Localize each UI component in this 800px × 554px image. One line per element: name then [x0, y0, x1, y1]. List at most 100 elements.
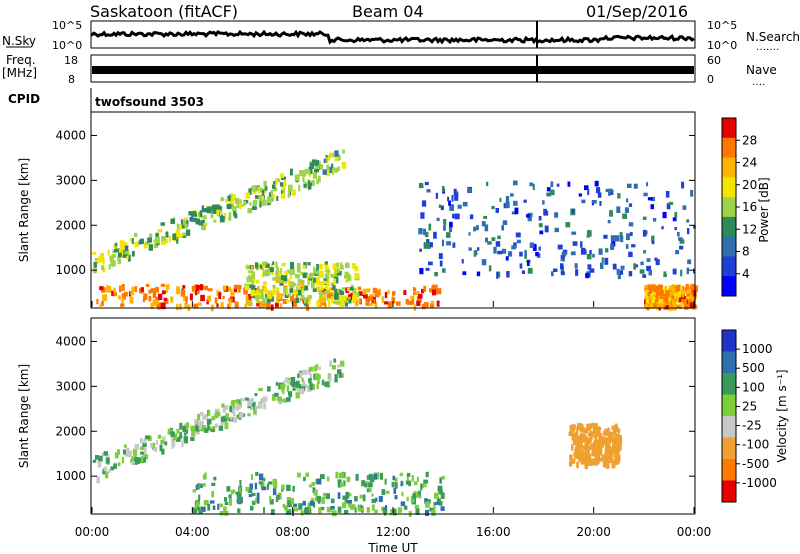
heatmap-cell: [266, 196, 272, 204]
heatmap-cell: [594, 452, 600, 458]
heatmap-cell: [255, 497, 258, 503]
heatmap-cell: [613, 425, 617, 432]
heatmap-cell: [318, 161, 321, 166]
heatmap-cell: [689, 286, 693, 290]
heatmap-cell: [396, 301, 401, 306]
heatmap-cell: [569, 424, 573, 432]
heatmap-cell: [628, 251, 633, 258]
heatmap-cell: [243, 287, 248, 295]
power-axes: 1000 2000 3000 4000: [55, 128, 695, 307]
heatmap-cell: [333, 301, 336, 305]
heatmap-cell: [322, 492, 327, 497]
heatmap-cell: [147, 237, 152, 243]
heatmap-cell: [337, 369, 342, 374]
heatmap-cell: [640, 261, 644, 266]
heatmap-cell: [429, 507, 434, 512]
heatmap-cell: [653, 218, 657, 222]
heatmap-cell: [300, 287, 305, 292]
heatmap-cell: [311, 481, 316, 486]
heatmap-cell: [232, 416, 238, 423]
heatmap-cell: [288, 184, 293, 192]
heatmap-cell: [216, 209, 220, 217]
heatmap-cell: [189, 217, 193, 222]
heatmap-cell: [285, 299, 290, 303]
heatmap-cell: [371, 498, 376, 504]
heatmap-cell: [421, 303, 426, 310]
heatmap-cell: [483, 215, 488, 219]
heatmap-cell: [131, 286, 135, 293]
heatmap-cell: [269, 267, 275, 273]
heatmap-cell: [488, 265, 492, 272]
heatmap-cell: [185, 296, 188, 304]
heatmap-cell: [670, 300, 673, 307]
heatmap-cell: [429, 242, 433, 248]
heatmap-cell: [153, 244, 159, 248]
heatmap-cell: [679, 286, 683, 290]
heatmap-cell: [341, 287, 346, 291]
heatmap-cell: [284, 505, 289, 512]
cpid-value: twofsound 3503: [95, 95, 204, 109]
heatmap-cell: [141, 455, 144, 463]
heatmap-cell: [614, 457, 619, 464]
colorbar-swatch: [722, 394, 736, 417]
heatmap-cell: [683, 291, 688, 295]
heatmap-cell: [271, 271, 274, 275]
heatmap-cell: [227, 195, 231, 202]
heatmap-cell: [287, 379, 291, 385]
heatmap-cell: [661, 290, 667, 297]
heatmap-cell: [117, 462, 121, 467]
heatmap-cell: [476, 271, 481, 277]
heatmap-cell: [399, 472, 403, 477]
heatmap-cell: [369, 475, 375, 483]
heatmap-cell: [256, 497, 260, 504]
heatmap-cell: [369, 294, 374, 298]
heatmap-cell: [309, 162, 315, 169]
heatmap-cell: [398, 507, 403, 513]
heatmap-cell: [687, 259, 692, 265]
heatmap-cell: [181, 232, 185, 236]
velocity-ylabel: Slant Range [km]: [17, 364, 31, 468]
heatmap-cell: [514, 207, 519, 215]
heatmap-cell: [272, 488, 277, 496]
heatmap-cell: [239, 412, 244, 419]
heatmap-cell: [282, 186, 286, 193]
heatmap-cell: [468, 247, 472, 251]
heatmap-cell: [675, 295, 678, 303]
heatmap-cell: [223, 405, 229, 410]
heatmap-cell: [587, 230, 592, 237]
heatmap-cell: [238, 487, 242, 493]
heatmap-cell: [524, 255, 527, 259]
heatmap-cell: [148, 244, 153, 251]
heatmap-cell: [673, 302, 677, 306]
heatmap-cell: [689, 302, 695, 308]
heatmap-cell: [178, 303, 182, 311]
heatmap-cell: [452, 242, 456, 248]
heatmap-cell: [251, 206, 257, 210]
colorbar-swatch: [722, 118, 736, 139]
heatmap-cell: [655, 291, 659, 298]
heatmap-cell: [319, 506, 325, 511]
heatmap-cell: [326, 506, 332, 513]
y-tick-label: 1000: [55, 263, 86, 277]
heatmap-cell: [668, 297, 672, 302]
colorbar-frame: [721, 329, 737, 503]
heatmap-cell: [129, 237, 133, 242]
heatmap-cell: [139, 238, 144, 245]
heatmap-cell: [277, 396, 283, 402]
heatmap-cell: [499, 197, 502, 202]
heatmap-cell: [602, 436, 608, 440]
heatmap-cell: [262, 261, 267, 266]
heatmap-cell: [341, 161, 347, 169]
heatmap-cell: [261, 189, 265, 196]
heatmap-cell: [254, 482, 258, 490]
heatmap-cell: [160, 222, 165, 226]
heatmap-cell: [579, 441, 583, 448]
heatmap-cell: [254, 296, 257, 301]
heatmap-cell: [600, 439, 603, 444]
heatmap-cell: [256, 492, 260, 499]
heatmap-cell: [432, 284, 435, 291]
heatmap-cell: [561, 251, 567, 257]
heatmap-cell: [157, 302, 161, 310]
heatmap-cell: [117, 449, 121, 455]
heatmap-cell: [329, 287, 334, 291]
